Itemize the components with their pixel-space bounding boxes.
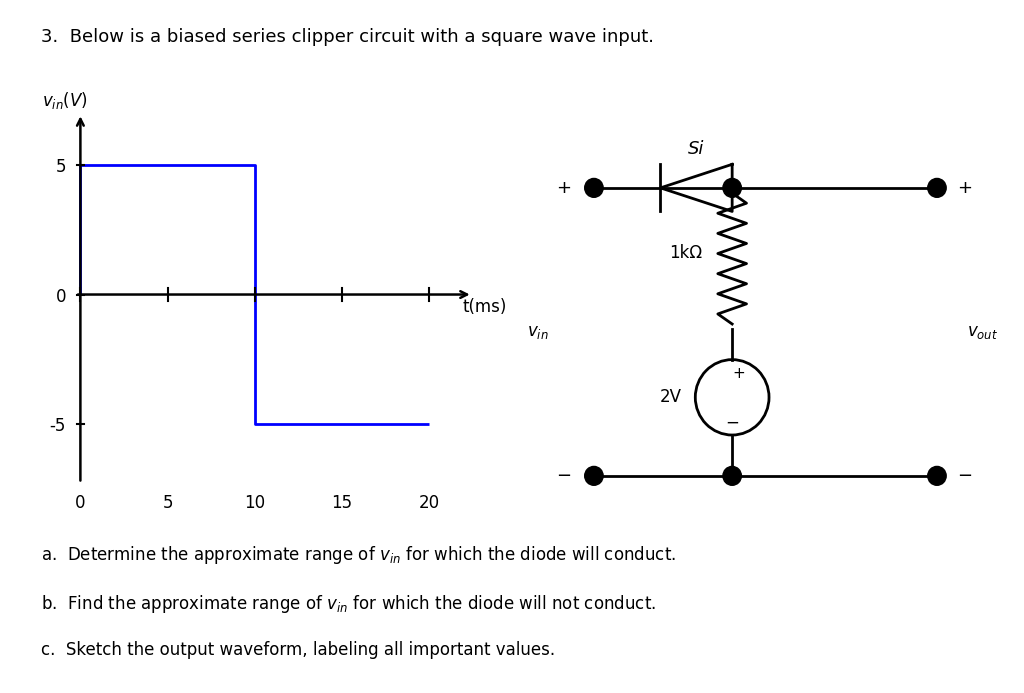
Text: Si: Si — [688, 139, 705, 157]
Text: t(ms): t(ms) — [463, 299, 507, 317]
Circle shape — [585, 179, 603, 198]
Text: 2V: 2V — [659, 388, 682, 406]
Text: a.  Determine the approximate range of $v_{in}$ for which the diode will conduct: a. Determine the approximate range of $v… — [41, 544, 676, 566]
Text: −: − — [725, 414, 739, 432]
Circle shape — [723, 179, 741, 198]
Text: $v_{out}$: $v_{out}$ — [968, 323, 998, 341]
Circle shape — [723, 466, 741, 485]
Circle shape — [928, 179, 946, 198]
Text: $v_{in}$: $v_{in}$ — [526, 323, 549, 341]
Text: −: − — [957, 467, 973, 485]
Text: b.  Find the approximate range of $v_{in}$ for which the diode will not conduct.: b. Find the approximate range of $v_{in}… — [41, 593, 656, 615]
Circle shape — [928, 466, 946, 485]
Text: $v_{in}(V)$: $v_{in}(V)$ — [42, 90, 88, 111]
Text: 3.  Below is a biased series clipper circuit with a square wave input.: 3. Below is a biased series clipper circ… — [41, 28, 654, 46]
Text: −: − — [556, 467, 570, 485]
Text: 1kΩ: 1kΩ — [670, 245, 702, 263]
Circle shape — [585, 466, 603, 485]
Text: +: + — [957, 179, 973, 197]
Text: +: + — [732, 367, 744, 381]
Text: +: + — [556, 179, 570, 197]
Text: c.  Sketch the output waveform, labeling all important values.: c. Sketch the output waveform, labeling … — [41, 641, 555, 659]
